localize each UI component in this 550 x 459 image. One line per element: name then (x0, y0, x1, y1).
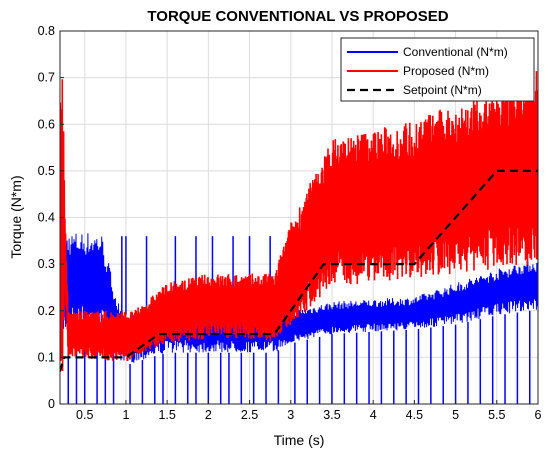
y-tick-label: 0.1 (38, 350, 55, 364)
x-tick-label: 3.5 (323, 408, 340, 422)
x-tick-label: 5.5 (488, 408, 505, 422)
y-tick-label: 0.2 (38, 304, 55, 318)
legend-label: Proposed (N*m) (403, 64, 489, 78)
x-tick-label: 5 (452, 408, 459, 422)
x-axis-label: Time (s) (274, 432, 325, 448)
legend-label: Setpoint (N*m) (403, 83, 482, 97)
x-tick-label: 4.5 (406, 408, 423, 422)
y-axis-label: Torque (N*m) (8, 175, 24, 258)
x-tick-label: 4 (370, 408, 377, 422)
legend-label: Conventional (N*m) (403, 45, 508, 59)
x-tick-label: 2.5 (241, 408, 258, 422)
x-tick-label: 3 (287, 408, 294, 422)
series-layer (60, 71, 538, 404)
y-axis-ticks: 0 0.1 0.2 0.3 0.4 0.5 0.6 0.7 0.8 (38, 24, 64, 411)
x-axis-ticks: 0.5 1 1.5 2 2.5 3 3.5 4 4.5 5 5.5 6 (76, 400, 542, 422)
y-tick-label: 0.6 (38, 117, 55, 131)
y-tick-label: 0.7 (38, 71, 55, 85)
legend: Conventional (N*m) Proposed (N*m) Setpoint… (340, 37, 535, 102)
x-tick-label: 0.5 (76, 408, 93, 422)
series-conventional (61, 233, 538, 404)
x-tick-label: 1 (122, 408, 129, 422)
y-tick-label: 0.4 (38, 211, 55, 225)
x-tick-label: 1.5 (158, 408, 175, 422)
x-tick-label: 6 (535, 408, 542, 422)
y-tick-label: 0 (48, 397, 55, 411)
y-tick-label: 0.3 (38, 257, 55, 271)
chart-title: TORQUE CONVENTIONAL VS PROPOSED (147, 8, 448, 25)
x-tick-label: 2 (205, 408, 212, 422)
y-tick-label: 0.8 (38, 24, 55, 38)
y-tick-label: 0.5 (38, 164, 55, 178)
